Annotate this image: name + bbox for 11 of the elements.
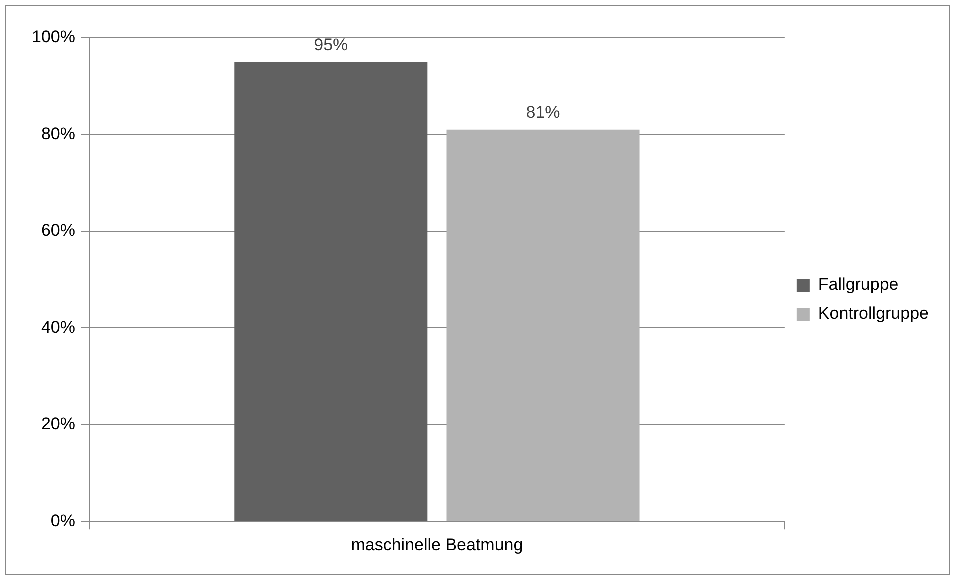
y-tick-label: 0% <box>50 511 76 530</box>
y-tick-label: 80% <box>41 124 76 144</box>
x-tick-label: maschinelle Beatmung <box>351 535 524 554</box>
y-tick-label: 40% <box>41 318 76 337</box>
data-label: 81% <box>526 103 560 122</box>
data-label: 95% <box>314 35 348 54</box>
legend-label: Fallgruppe <box>818 275 899 294</box>
legend-label: Kontrollgruppe <box>818 304 930 324</box>
y-tick-label: 20% <box>41 414 76 434</box>
y-tick-label: 60% <box>41 221 76 240</box>
y-tick-label: 100% <box>32 28 76 47</box>
